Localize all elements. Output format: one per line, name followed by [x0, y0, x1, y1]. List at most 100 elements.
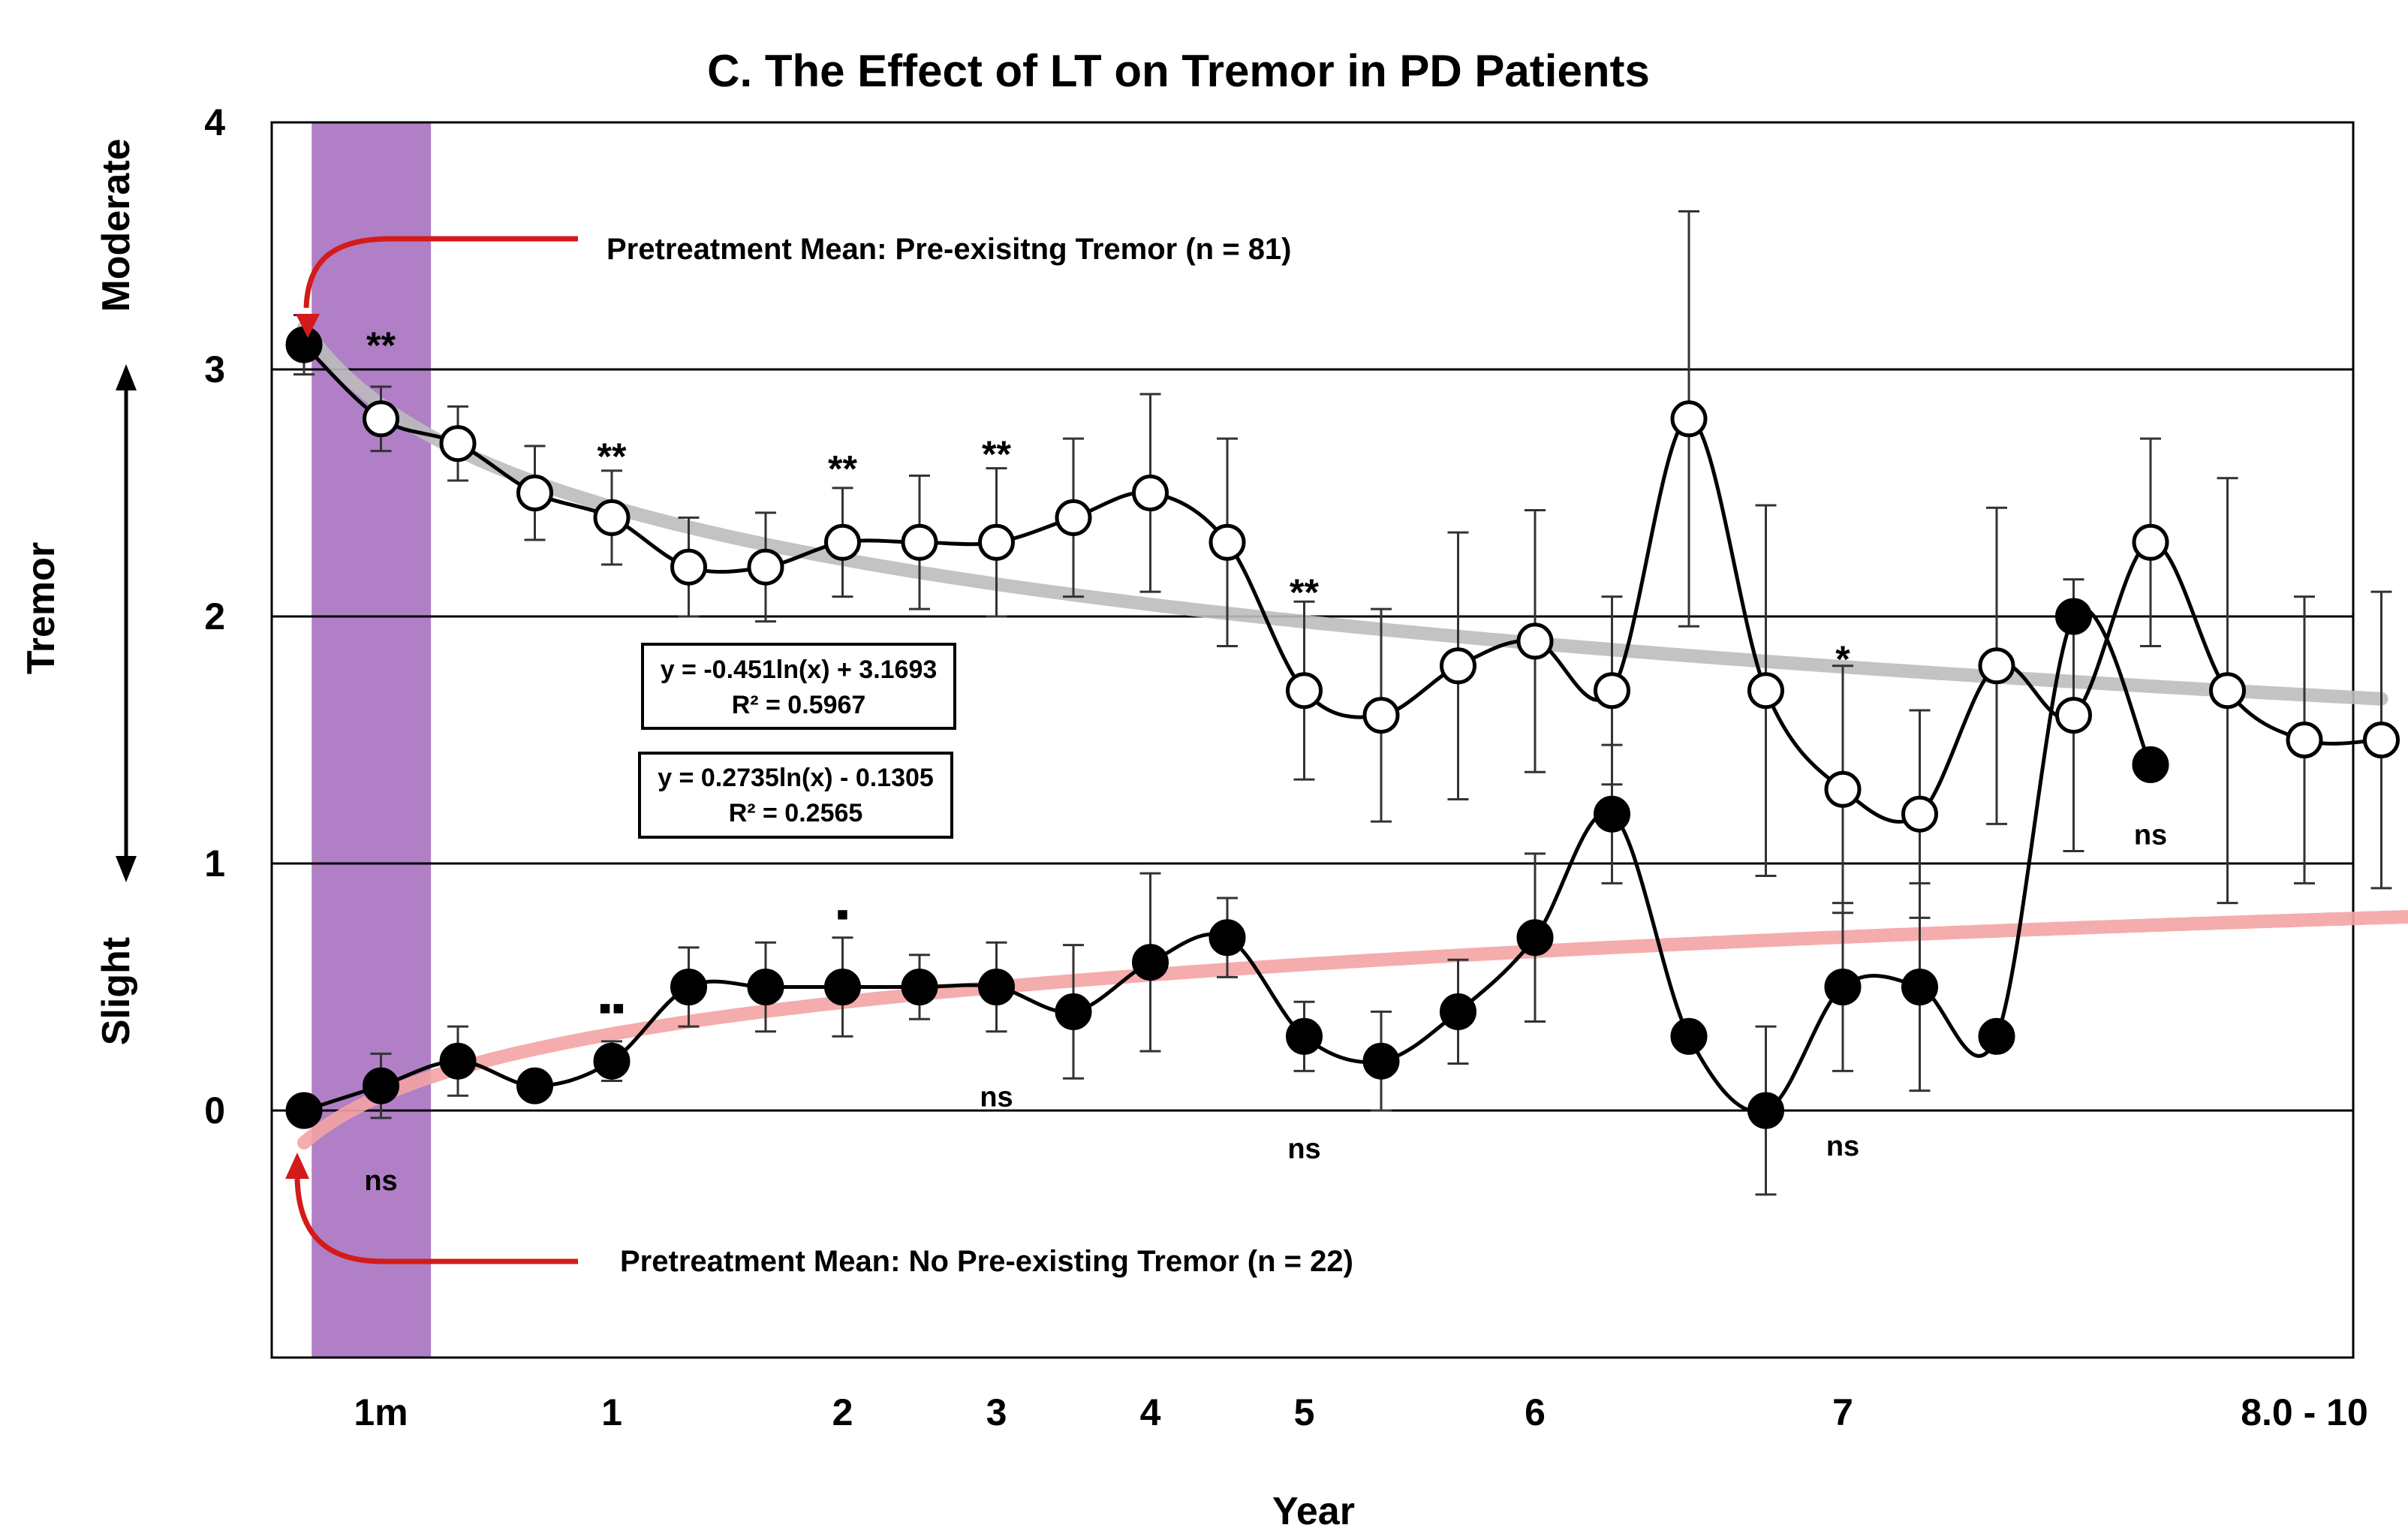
- trendline-layer: [297, 321, 2408, 1150]
- significance-marker: **: [366, 324, 396, 366]
- data-point-pre: [285, 326, 323, 363]
- series-line-nopre: [303, 607, 2153, 1114]
- data-point-pre: [1747, 672, 1784, 710]
- significance-marker: **: [828, 448, 857, 490]
- x-tick-label: 2: [832, 1391, 853, 1433]
- trendline-pre: [297, 321, 2388, 706]
- significance-marker: ▪: [836, 893, 850, 935]
- y-tick-label: 4: [204, 101, 225, 143]
- data-point-nopre: [1901, 969, 1938, 1005]
- data-point-pre: [1055, 499, 1092, 536]
- data-point-nopre: [1824, 969, 1862, 1005]
- ns-label: ns: [1826, 1131, 1859, 1162]
- data-point-nopre: [747, 969, 784, 1005]
- significance-marker: **: [1290, 571, 1319, 613]
- significance-marker: **: [982, 433, 1011, 475]
- data-point-pre: [1594, 672, 1630, 710]
- data-point-pre: [2286, 722, 2323, 758]
- x-tick-label: 4: [1140, 1391, 1161, 1433]
- data-point-pre: [1824, 770, 1862, 808]
- data-point-pre: [363, 400, 399, 438]
- ns-label: ns: [1287, 1133, 1320, 1165]
- series-layer: [285, 209, 2400, 1196]
- data-point-pre: [2132, 523, 2169, 561]
- data-point-pre: [1209, 523, 1246, 561]
- equation-box-nopre: y = 0.2735ln(x) - 0.1305 R² = 0.2565: [638, 752, 953, 839]
- data-point-nopre: [1286, 1017, 1323, 1055]
- data-point-nopre: [516, 1067, 553, 1105]
- data-point-pre: [2209, 672, 2246, 710]
- tremor-range-arrow: [116, 364, 137, 882]
- data-point-pre: [978, 523, 1015, 561]
- data-point-nopre: [1362, 1042, 1400, 1080]
- y-axis-label-moderate: Moderate: [95, 138, 138, 312]
- data-point-nopre: [901, 969, 938, 1005]
- data-point-nopre: [285, 1092, 323, 1129]
- x-tick-label: 6: [1525, 1391, 1546, 1433]
- data-point-pre: [1901, 795, 1938, 833]
- data-point-nopre: [1440, 993, 1476, 1030]
- data-point-nopre: [2055, 598, 2092, 635]
- data-point-pre: [439, 425, 477, 463]
- data-point-nopre: [1594, 795, 1630, 833]
- r2-nopre: R² = 0.2565: [729, 799, 863, 827]
- significance-marker: *: [1835, 638, 1850, 680]
- x-tick-label: 3: [986, 1391, 1007, 1433]
- data-point-pre: [2055, 697, 2092, 734]
- data-point-pre: [516, 475, 553, 511]
- series-line-pre: [303, 343, 2382, 824]
- data-point-nopre: [1516, 919, 1554, 957]
- data-point-pre: [747, 548, 784, 586]
- x-axis-label: Year: [1272, 1490, 1355, 1533]
- y-axis-label: Tremor: [20, 542, 63, 674]
- data-point-nopre: [978, 969, 1015, 1005]
- data-point-pre: [824, 523, 861, 561]
- data-point-pre: [1440, 647, 1476, 685]
- x-tick-label: 8.0 - 10: [2241, 1391, 2368, 1433]
- x-tick-label: 1m: [354, 1391, 408, 1433]
- equation-nopre: y = 0.2735ln(x) - 0.1305: [658, 764, 934, 792]
- data-point-nopre: [824, 969, 861, 1005]
- data-point-nopre: [1670, 1017, 1708, 1055]
- data-point-pre: [593, 499, 631, 536]
- ns-label: ns: [2134, 820, 2167, 851]
- data-point-pre: [901, 523, 938, 561]
- data-point-nopre: [1978, 1017, 2015, 1055]
- data-point-pre: [1670, 400, 1708, 438]
- data-point-pre: [1286, 672, 1323, 710]
- data-point-pre: [1978, 647, 2015, 685]
- chart-title: C. The Effect of LT on Tremor in PD Pati…: [707, 46, 1650, 96]
- r2-pre: R² = 0.5967: [732, 691, 866, 719]
- pretreatment-band: [312, 122, 432, 1358]
- x-tick-label: 7: [1832, 1391, 1853, 1433]
- data-point-nopre: [670, 969, 707, 1005]
- data-point-pre: [670, 548, 707, 586]
- y-tick-label: 1: [204, 842, 225, 885]
- equation-pre: y = -0.451ln(x) + 3.1693: [661, 655, 938, 684]
- data-point-nopre: [1132, 944, 1169, 981]
- y-tick-label: 0: [204, 1089, 225, 1132]
- data-point-nopre: [1055, 993, 1092, 1030]
- nopre-pretreatment-arrow: [285, 1153, 578, 1264]
- data-point-pre: [2363, 722, 2400, 758]
- ns-label: ns: [980, 1081, 1013, 1113]
- data-point-nopre: [1209, 919, 1246, 957]
- y-tick-label: 2: [204, 595, 225, 637]
- data-point-pre: [1132, 475, 1169, 511]
- data-point-nopre: [439, 1042, 477, 1080]
- data-point-nopre: [1747, 1092, 1784, 1129]
- pretreatment-band-layer: [312, 122, 432, 1358]
- pre-pretreatment-arrow: [296, 236, 578, 338]
- data-point-nopre: [593, 1042, 631, 1080]
- annotation-pre-pretreatment: Pretreatment Mean: Pre-exisitng Tremor (…: [607, 233, 1292, 266]
- ns-label: ns: [364, 1165, 397, 1197]
- data-point-nopre: [363, 1067, 399, 1105]
- data-point-nopre: [2132, 746, 2169, 783]
- significance-marker: **: [597, 435, 627, 478]
- equation-box-pre: y = -0.451ln(x) + 3.1693 R² = 0.5967: [641, 643, 956, 730]
- data-point-pre: [1362, 697, 1400, 734]
- annotation-nopre-pretreatment: Pretreatment Mean: No Pre-existing Tremo…: [620, 1245, 1353, 1278]
- y-tick-label: 3: [204, 348, 225, 390]
